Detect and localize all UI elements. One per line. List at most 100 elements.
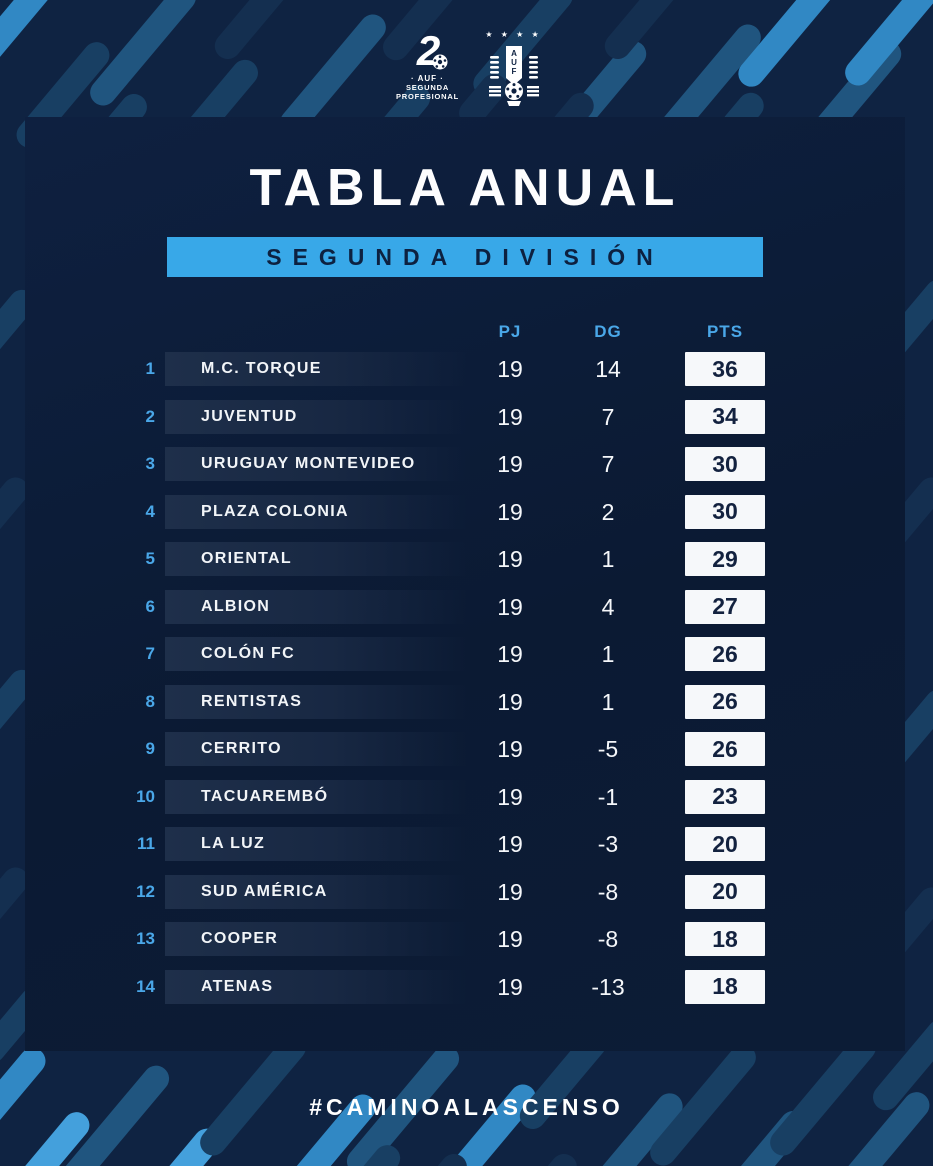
pj-value: 19 (497, 451, 523, 477)
team-bar: ORIENTAL (165, 542, 467, 576)
dg-value: 1 (601, 546, 615, 572)
pj-value: 19 (497, 641, 523, 667)
team-bar: PLAZA COLONIA (165, 494, 467, 529)
pts-box: 23 (685, 779, 765, 814)
team-bar: RENTISTAS (165, 684, 467, 719)
team-name: SUD AMÉRICA (201, 882, 328, 900)
position-number: 12 (136, 881, 155, 901)
auf-letter-u: U (511, 58, 517, 67)
dg-value: 2 (601, 498, 615, 525)
table-row: 14 ATENAS 19 -13 18 (25, 969, 905, 1004)
team-name: URUGUAY MONTEVIDEO (201, 455, 416, 472)
team-bar: TACUAREMBÓ (165, 779, 467, 814)
table-row: 2 JUVENTUD 19 7 34 (25, 399, 905, 434)
pts-value: 18 (712, 973, 738, 999)
table-row: 4 PLAZA COLONIA 19 2 30 (25, 494, 905, 529)
position-number: 10 (136, 786, 155, 806)
team-bar: COLÓN FC (165, 637, 467, 671)
pts-box: 18 (685, 969, 765, 1004)
dg-value: -5 (597, 736, 619, 762)
pts-box: 26 (685, 684, 765, 719)
team-bar: ALBION (165, 589, 467, 624)
dg-value: 4 (601, 593, 615, 620)
pts-value: 34 (712, 403, 738, 429)
team-bar: M.C. TORQUE (165, 352, 467, 386)
dg-value: -3 (597, 831, 619, 857)
segunda-profesional-logo: 2 · AUF · SEGUNDA PROFESIONAL (389, 30, 467, 102)
table-row: 10 TACUAREMBÓ 19 -1 23 (25, 779, 905, 814)
position-number: 5 (145, 549, 155, 568)
pts-box: 20 (685, 874, 765, 909)
auf-crest-logo: ★ ★ ★ ★ (483, 30, 545, 111)
pts-value: 18 (712, 925, 738, 952)
dg-value: 7 (601, 451, 615, 477)
table-row: 6 ALBION 19 4 27 (25, 589, 905, 624)
pts-value: 36 (712, 355, 738, 382)
table-card: TABLA ANUAL SEGUNDA DIVISIÓN PJ DG PTS 1… (25, 117, 905, 1051)
pts-value: 27 (712, 593, 738, 619)
pj-value: 19 (497, 831, 523, 857)
pts-box: 26 (685, 732, 765, 766)
soccer-ball-icon (432, 54, 448, 70)
pj-value: 19 (497, 498, 523, 525)
pts-value: 29 (712, 545, 738, 572)
position-number: 2 (145, 406, 155, 426)
pts-value: 26 (712, 735, 738, 762)
pj-value: 19 (497, 356, 523, 382)
team-name: JUVENTUD (201, 407, 298, 425)
team-bar: SUD AMÉRICA (165, 874, 467, 909)
pts-value: 30 (712, 498, 738, 524)
dg-value: 14 (595, 356, 621, 382)
team-bar: URUGUAY MONTEVIDEO (165, 447, 467, 481)
column-header-pj: PJ (498, 322, 522, 341)
table-row: 7 COLÓN FC 19 1 26 (25, 637, 905, 671)
segunda-logo-line1: SEGUNDA (405, 83, 450, 92)
pj-value: 19 (497, 926, 523, 952)
position-number: 3 (145, 454, 155, 473)
team-name: M.C. TORQUE (201, 360, 322, 377)
team-name: ALBION (201, 597, 271, 615)
page-title: TABLA ANUAL (249, 159, 681, 217)
team-bar: CERRITO (165, 732, 467, 766)
table-row: 1 M.C. TORQUE 19 14 36 (25, 352, 905, 386)
auf-letter-f: F (511, 67, 516, 76)
segunda-logo-org: · AUF · (411, 74, 444, 83)
pts-box: 30 (685, 494, 765, 529)
pts-box: 26 (685, 637, 765, 671)
table-row: 11 LA LUZ 19 -3 20 (25, 827, 905, 861)
dg-value: 1 (601, 641, 615, 667)
auf-stars: ★ ★ ★ ★ (485, 30, 542, 39)
pts-value: 30 (712, 450, 738, 477)
pj-value: 19 (497, 973, 523, 1000)
pts-value: 23 (712, 783, 738, 809)
subtitle-banner: SEGUNDA DIVISIÓN (167, 237, 763, 277)
team-name: COOPER (201, 930, 279, 947)
pts-box: 30 (685, 447, 765, 481)
table-row: 8 RENTISTAS 19 1 26 (25, 684, 905, 719)
team-name: PLAZA COLONIA (201, 502, 349, 520)
pj-value: 19 (497, 546, 523, 572)
table-row: 13 COOPER 19 -8 18 (25, 922, 905, 956)
dg-value: -8 (597, 926, 619, 952)
pts-box: 36 (685, 352, 765, 386)
pts-box: 18 (685, 922, 765, 956)
footer-hashtag: #CAMINOALASCENSO (309, 1094, 624, 1120)
team-bar: JUVENTUD (165, 399, 467, 434)
auf-crest-icon: A U F (488, 46, 539, 106)
position-number: 13 (136, 929, 155, 948)
auf-letter-a: A (511, 49, 517, 58)
position-number: 7 (145, 644, 155, 663)
dg-value: -8 (597, 878, 619, 905)
table-header: PJ DG PTS (25, 322, 905, 346)
pts-value: 26 (712, 640, 738, 667)
table-body: 1 M.C. TORQUE 19 14 36 2 JUVENTUD 19 7 3… (25, 352, 905, 1017)
pj-value: 19 (497, 736, 523, 762)
dg-value: 1 (601, 688, 615, 715)
pts-box: 34 (685, 399, 765, 434)
dg-value: -13 (591, 973, 625, 1000)
table-row: 5 ORIENTAL 19 1 29 (25, 542, 905, 576)
pj-value: 19 (497, 688, 523, 715)
segunda-logo-line2: PROFESIONAL (396, 92, 459, 102)
table-row: 12 SUD AMÉRICA 19 -8 20 (25, 874, 905, 909)
